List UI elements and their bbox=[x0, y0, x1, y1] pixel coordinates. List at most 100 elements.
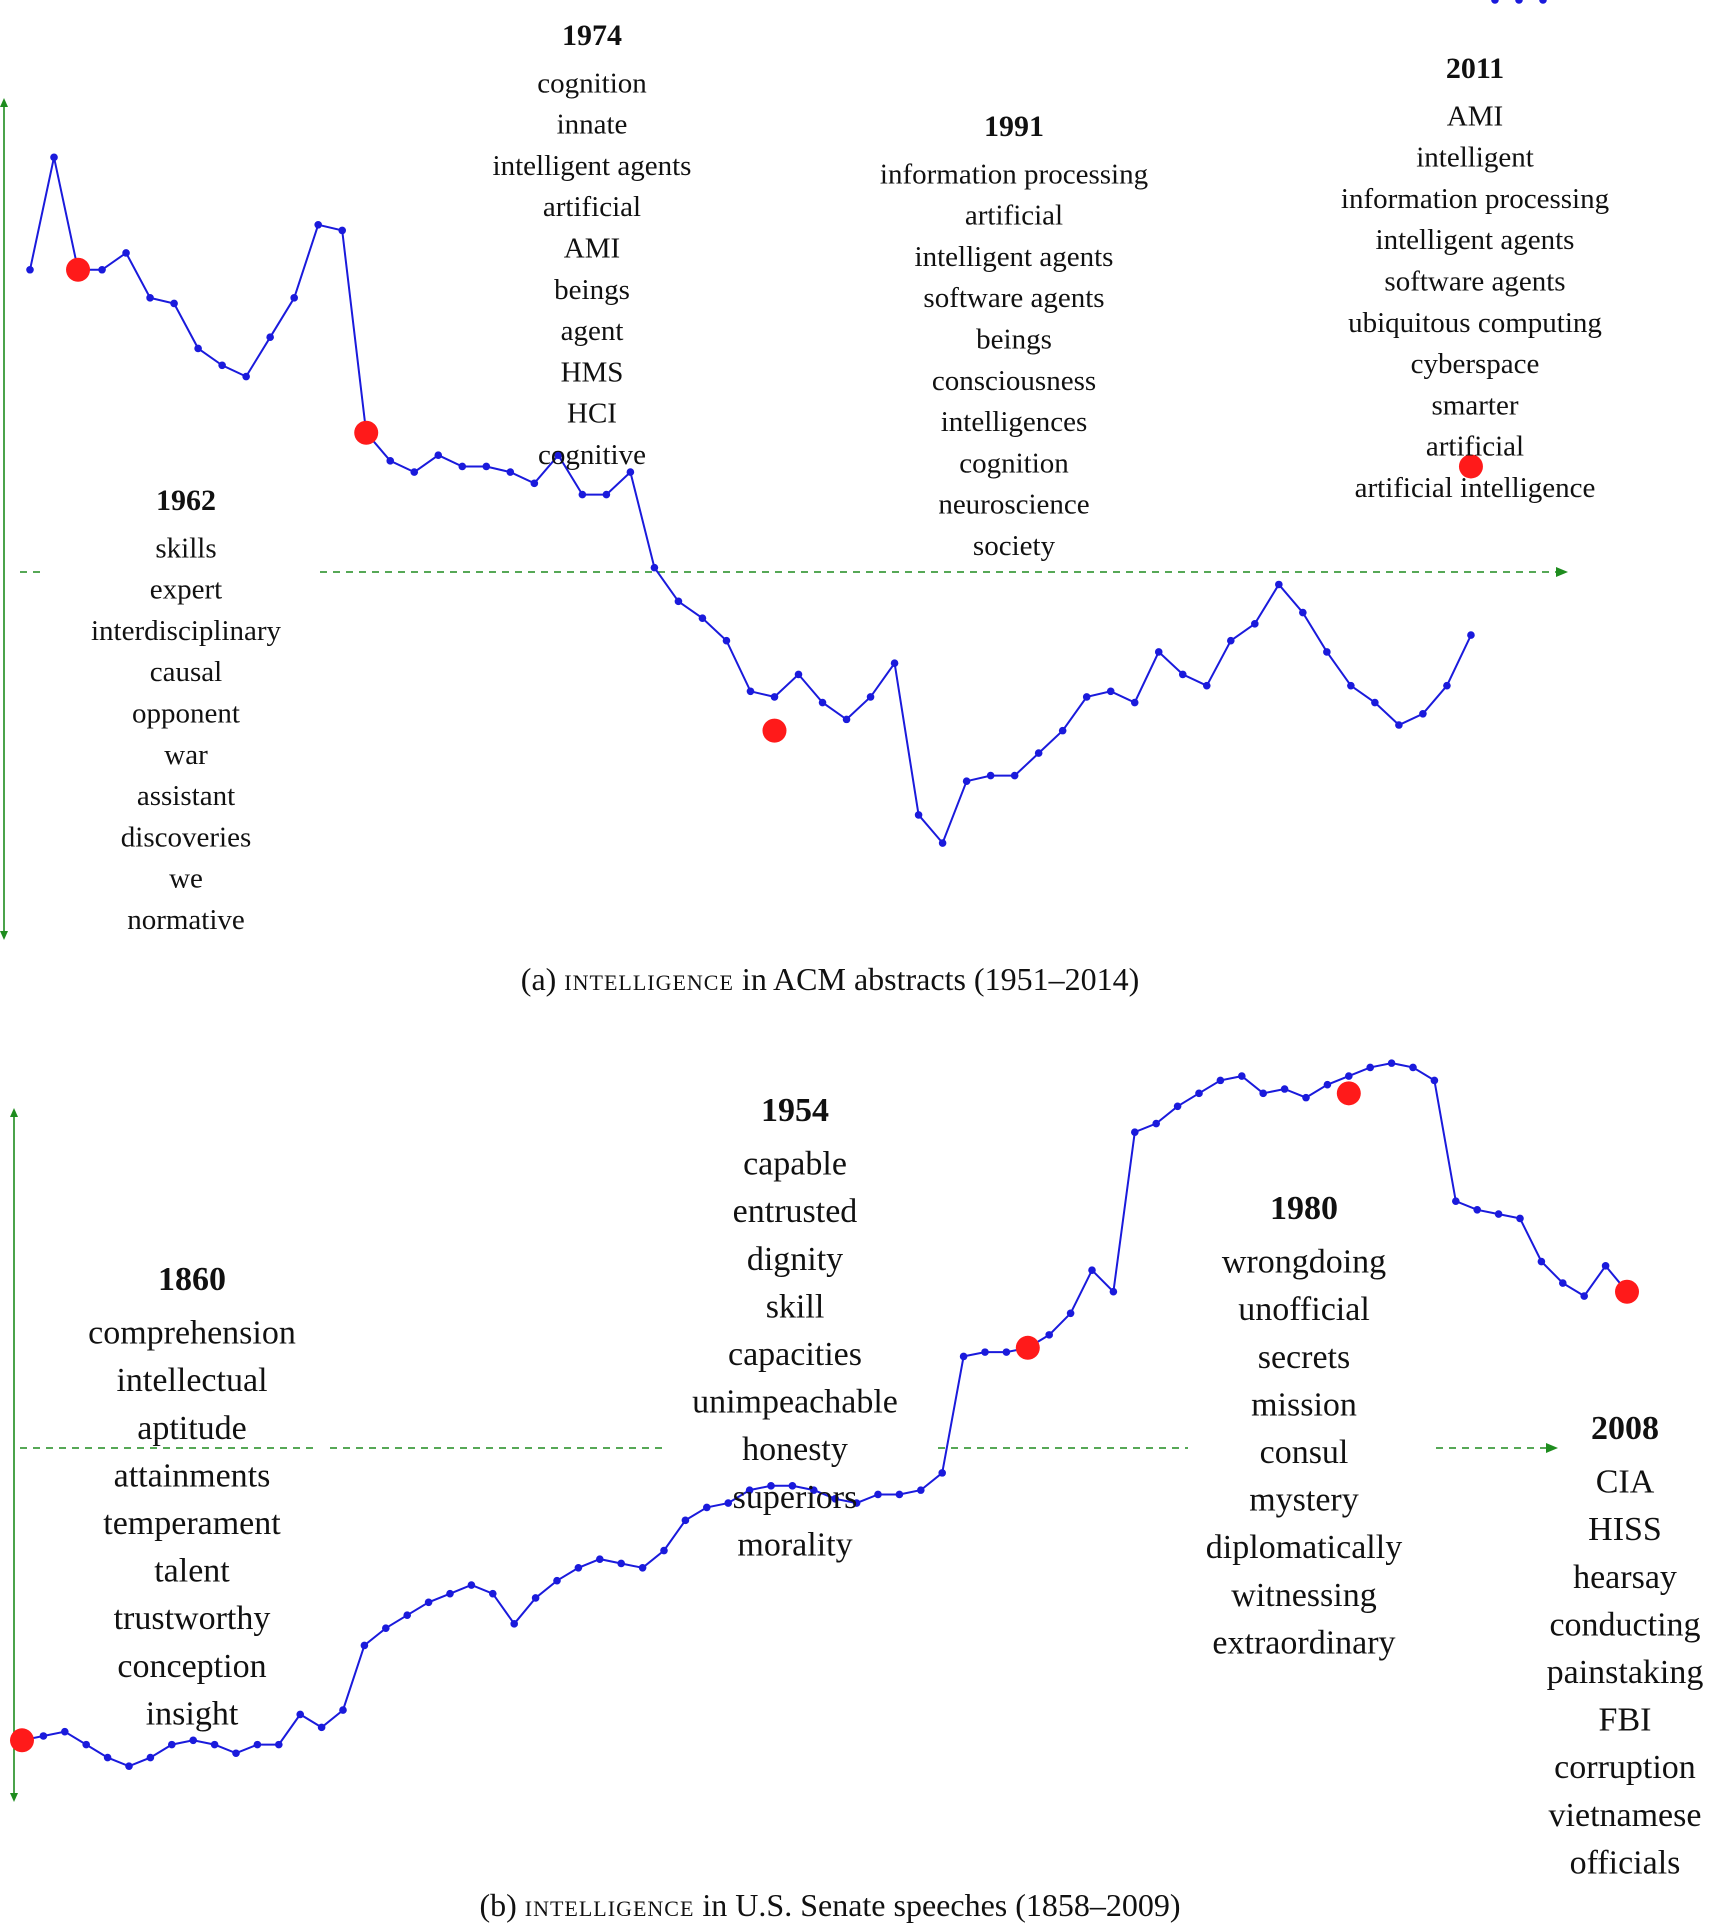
data-point bbox=[210, 1740, 219, 1749]
marker-word: unimpeachable bbox=[692, 1384, 898, 1421]
data-point bbox=[39, 1732, 48, 1740]
data-point bbox=[660, 1546, 668, 1555]
marker-word: assistant bbox=[137, 780, 235, 812]
marker-word: consciousness bbox=[932, 365, 1096, 397]
data-point bbox=[1516, 1214, 1524, 1223]
data-point bbox=[1473, 1205, 1481, 1214]
data-point bbox=[146, 294, 154, 302]
marker-word: expert bbox=[150, 574, 222, 606]
marker-word: HCI bbox=[567, 398, 617, 430]
data-point bbox=[467, 1581, 476, 1589]
data-point bbox=[794, 670, 803, 679]
data-point bbox=[1601, 1262, 1610, 1270]
data-point bbox=[986, 771, 995, 780]
data-point bbox=[1409, 1063, 1417, 1072]
marker-word: intelligent agents bbox=[493, 150, 692, 182]
data-point bbox=[574, 1563, 583, 1572]
marker-word: vietnamese bbox=[1549, 1797, 1702, 1834]
data-point bbox=[1494, 1210, 1503, 1218]
marker-word: extraordinary bbox=[1212, 1624, 1395, 1661]
data-point bbox=[1002, 1348, 1011, 1356]
marker-word: cognition bbox=[537, 67, 647, 99]
data-point bbox=[724, 1499, 732, 1507]
baseline-arrow-icon bbox=[1556, 567, 1568, 577]
data-point bbox=[674, 597, 683, 606]
data-point bbox=[638, 1563, 647, 1572]
data-point bbox=[1275, 580, 1283, 589]
marker-word: artificial bbox=[543, 191, 641, 223]
marker-year-1860: 1860 bbox=[158, 1261, 226, 1298]
data-point bbox=[242, 372, 250, 381]
marker-word: aptitude bbox=[137, 1410, 247, 1447]
data-point bbox=[874, 1490, 882, 1499]
marker-word: artificial bbox=[1426, 431, 1524, 463]
data-point bbox=[1395, 721, 1403, 729]
data-point bbox=[146, 1753, 155, 1762]
data-point bbox=[1082, 693, 1091, 701]
data-point bbox=[458, 462, 467, 471]
marker-word: intelligent bbox=[1416, 142, 1534, 174]
data-point bbox=[170, 299, 178, 308]
data-point bbox=[360, 1641, 369, 1650]
marker-word: wrongdoing bbox=[1222, 1244, 1386, 1281]
data-point bbox=[842, 715, 851, 724]
data-point bbox=[531, 1594, 540, 1602]
data-point bbox=[386, 457, 395, 465]
marker-word: beings bbox=[554, 274, 630, 306]
data-point bbox=[82, 1740, 90, 1749]
marker-word: hearsay bbox=[1573, 1559, 1677, 1596]
data-point bbox=[818, 698, 827, 707]
data-point bbox=[617, 1559, 625, 1568]
data-point bbox=[403, 1611, 412, 1620]
data-point bbox=[1559, 1279, 1567, 1287]
marker-word: consul bbox=[1260, 1434, 1349, 1471]
data-point bbox=[382, 1624, 390, 1632]
marker-point-2008 bbox=[1615, 1279, 1639, 1304]
data-point bbox=[1130, 698, 1139, 707]
marker-word: comprehension bbox=[88, 1315, 296, 1352]
marker-word: intelligences bbox=[941, 406, 1088, 438]
caption-rest: in ACM abstracts (1951–2014) bbox=[734, 961, 1139, 997]
data-point bbox=[1216, 1076, 1225, 1085]
marker-word: war bbox=[164, 739, 208, 771]
data-point bbox=[895, 1490, 904, 1499]
marker-word: officials bbox=[1570, 1844, 1681, 1881]
marker-word: mystery bbox=[1249, 1482, 1359, 1519]
data-point bbox=[122, 249, 130, 257]
marker-word: painstaking bbox=[1547, 1654, 1704, 1691]
data-point bbox=[1109, 1287, 1118, 1296]
y-axis-top-arrow-icon bbox=[10, 1108, 18, 1117]
marker-word: causal bbox=[150, 656, 222, 688]
data-point bbox=[168, 1740, 176, 1749]
marker-word: temperament bbox=[103, 1505, 281, 1542]
data-point bbox=[1539, 0, 1547, 4]
data-point bbox=[1537, 1257, 1546, 1266]
data-point bbox=[650, 563, 659, 572]
series-line bbox=[29, 157, 1472, 845]
marker-word: unofficial bbox=[1238, 1291, 1370, 1328]
data-point bbox=[1452, 1197, 1460, 1205]
data-point bbox=[745, 1486, 754, 1494]
data-point bbox=[530, 479, 539, 488]
data-point bbox=[1299, 608, 1307, 617]
marker-word: insight bbox=[146, 1695, 239, 1732]
data-point bbox=[890, 659, 899, 667]
data-point bbox=[1066, 1309, 1075, 1318]
data-point bbox=[578, 490, 587, 499]
caption-word: intelligence bbox=[564, 961, 734, 997]
data-point bbox=[866, 693, 875, 701]
marker-word: attainments bbox=[114, 1457, 271, 1494]
data-point bbox=[1106, 687, 1115, 696]
data-point bbox=[253, 1740, 262, 1749]
marker-word: capable bbox=[743, 1146, 847, 1183]
data-point bbox=[489, 1589, 497, 1598]
marker-point-1974 bbox=[354, 420, 379, 445]
marker-year-2008: 2008 bbox=[1591, 1410, 1659, 1447]
marker-word: normative bbox=[127, 904, 245, 936]
marker-year-1991: 1991 bbox=[984, 110, 1044, 143]
marker-word: innate bbox=[557, 109, 628, 141]
data-point bbox=[722, 636, 731, 645]
data-point bbox=[482, 462, 491, 471]
marker-word: artificial bbox=[965, 200, 1063, 232]
